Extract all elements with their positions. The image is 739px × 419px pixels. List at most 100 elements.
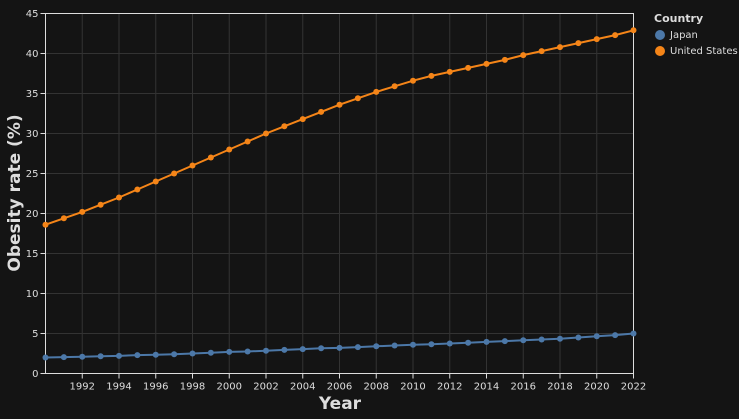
y-tick-label: 25 [26,169,39,180]
data-point-united-states [79,208,86,215]
legend-label-japan: Japan [669,30,698,41]
data-point-japan [483,338,490,345]
data-point-united-states [244,138,251,145]
x-tick-label: 2010 [400,382,425,393]
data-point-united-states [152,178,159,185]
x-tick-label: 2000 [217,382,242,393]
data-point-japan [60,354,67,361]
data-point-japan [410,341,416,348]
x-tick-label: 2002 [253,382,278,393]
data-point-united-states [60,215,67,222]
data-point-united-states [354,95,361,102]
legend-item-japan: Japan [655,30,698,41]
data-point-united-states [538,48,545,55]
legend-label-united-states: United States [670,46,738,57]
data-point-united-states [593,36,600,43]
y-tick-label: 5 [32,329,38,340]
legend-item-united-states: United States [655,46,738,57]
y-tick-label: 0 [32,369,38,380]
data-point-united-states [501,56,508,63]
data-point-united-states [207,154,214,161]
y-tick-label: 35 [26,89,39,100]
x-tick-label: 1998 [180,382,205,393]
data-point-japan [42,354,49,361]
x-tick-label: 2004 [290,382,315,393]
y-tick-label: 15 [26,249,39,260]
data-point-united-states [281,123,288,130]
data-point-united-states [336,101,343,108]
y-axis-title: Obesity rate (%) [5,114,25,271]
series-united-states [42,27,637,228]
data-point-japan [593,333,600,340]
data-point-united-states [171,170,178,177]
data-point-japan [152,351,159,358]
data-point-united-states [318,108,325,115]
data-point-united-states [612,32,619,39]
data-point-united-states [391,83,398,90]
data-point-japan [336,344,343,351]
series-japan [42,330,637,361]
x-tick-label: 2008 [364,382,389,393]
data-point-united-states [134,186,141,193]
x-tick-label: 2014 [474,382,499,393]
x-tick-label: 2012 [437,382,462,393]
data-point-japan [557,335,563,342]
x-axis-title: Year [318,394,362,414]
data-point-united-states [42,221,49,228]
data-point-japan [116,352,122,359]
legend-symbol-japan [655,30,665,40]
data-point-japan [171,351,178,358]
x-tick-label: 1996 [143,382,168,393]
data-point-japan [299,346,306,353]
axes: 0 5 10 15 20 25 30 35 40 45 1992 1994 1996 1998 2000 20… [26,9,646,393]
series-layer [42,27,637,361]
data-point-united-states [483,60,490,67]
data-point-united-states [557,44,563,51]
data-point-japan [538,336,545,343]
data-point-japan [465,339,472,346]
legend-title: Country [654,12,703,25]
y-tick-label: 30 [26,129,39,140]
data-point-united-states [520,52,527,59]
data-point-japan [391,342,398,349]
legend-items: Japan United States [655,30,738,57]
data-point-japan [281,346,288,353]
data-point-japan [612,332,619,339]
y-tick-label: 10 [26,289,39,300]
y-tick-label: 45 [26,9,39,20]
data-point-united-states [373,88,380,95]
data-point-japan [318,345,325,352]
x-tick-label: 2022 [621,382,646,393]
data-point-japan [207,349,214,356]
legend: Country Japan United States [654,12,738,57]
data-point-united-states [575,40,582,47]
data-point-japan [354,344,361,351]
data-point-japan [244,348,251,355]
data-point-united-states [465,64,472,71]
data-point-united-states [189,162,196,169]
data-point-united-states [97,201,104,208]
data-point-japan [428,341,435,348]
data-point-japan [263,347,269,354]
data-point-japan [189,350,196,357]
x-tick-label: 1994 [106,382,131,393]
x-tick-label: 2020 [584,382,609,393]
data-point-united-states [116,194,122,201]
data-point-united-states [226,146,233,153]
legend-symbol-united-states [655,46,665,56]
data-point-united-states [299,116,306,123]
data-point-japan [226,348,233,355]
x-tick-label: 2016 [511,382,536,393]
y-tick-label: 20 [26,209,39,220]
data-point-japan [501,338,508,345]
data-point-united-states [630,27,637,34]
data-point-japan [79,353,86,360]
data-point-japan [630,330,637,337]
x-tick-label: 2006 [327,382,352,393]
y-tick-label: 40 [26,49,39,60]
data-point-japan [446,340,453,347]
data-point-united-states [428,72,435,79]
data-point-japan [97,353,104,360]
